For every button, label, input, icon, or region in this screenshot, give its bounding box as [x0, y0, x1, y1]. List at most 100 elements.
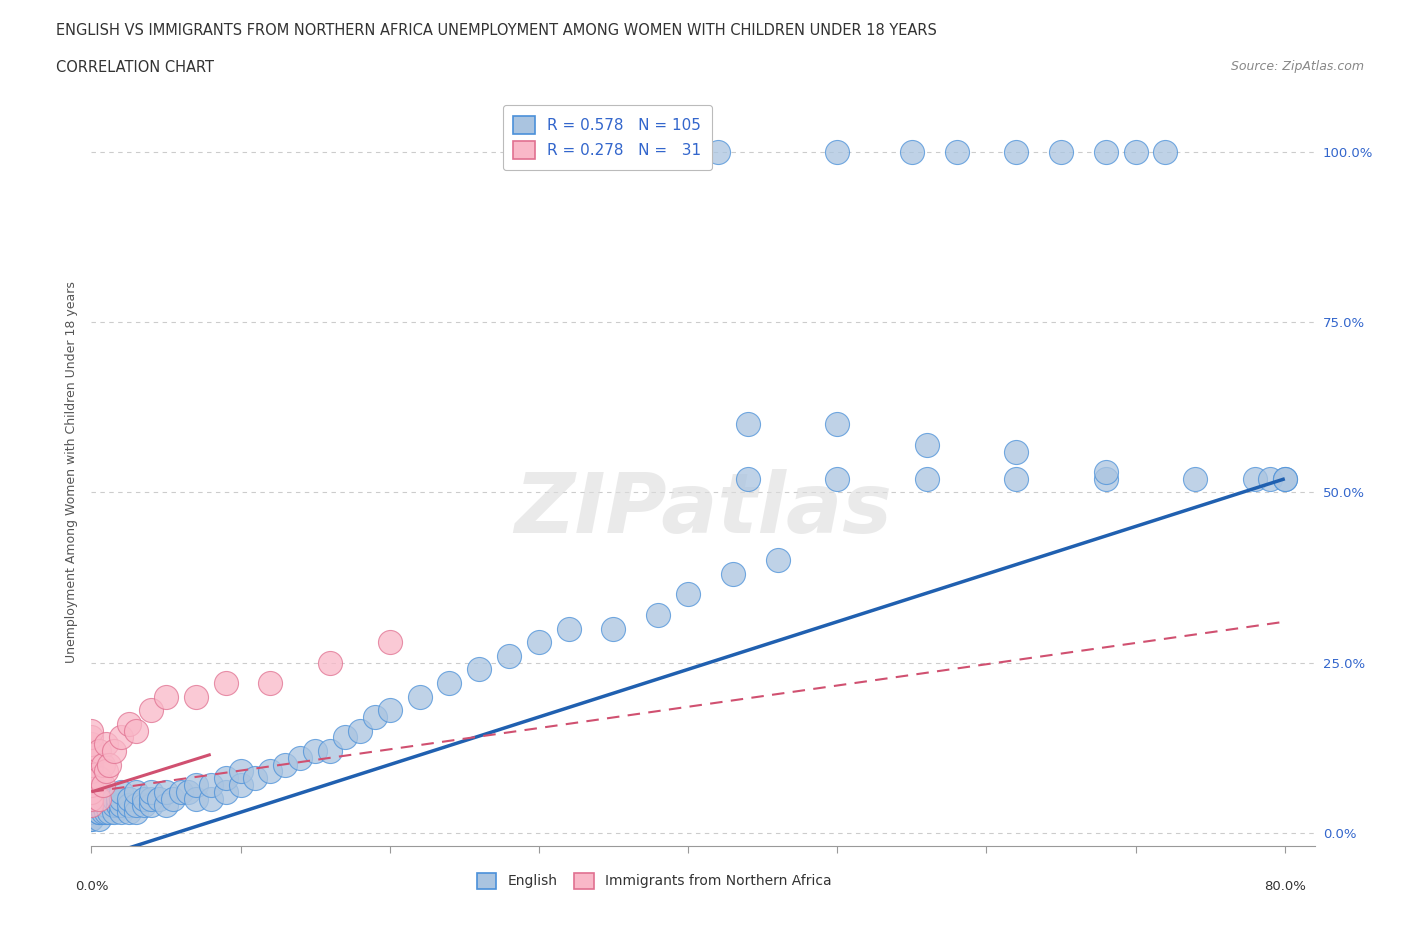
Immigrants from Northern Africa [118, 716, 141, 731]
English [139, 791, 162, 806]
Immigrants from Northern Africa [80, 730, 103, 745]
Immigrants from Northern Africa [80, 784, 103, 799]
English [721, 566, 744, 581]
English [87, 784, 110, 799]
Text: ENGLISH VS IMMIGRANTS FROM NORTHERN AFRICA UNEMPLOYMENT AMONG WOMEN WITH CHILDRE: ENGLISH VS IMMIGRANTS FROM NORTHERN AFRI… [56, 23, 938, 38]
Text: 0.0%: 0.0% [75, 880, 108, 893]
Immigrants from Northern Africa [125, 724, 148, 738]
English [125, 804, 148, 819]
English [80, 798, 103, 813]
English [155, 798, 177, 813]
English [87, 804, 110, 819]
English [96, 798, 118, 813]
English [290, 751, 312, 765]
English [707, 145, 730, 160]
Immigrants from Northern Africa [98, 757, 121, 772]
English [87, 812, 110, 827]
English [1094, 465, 1116, 480]
Immigrants from Northern Africa [80, 791, 103, 806]
English [1258, 472, 1281, 486]
English [304, 744, 326, 759]
English [139, 784, 162, 799]
English [1184, 472, 1206, 486]
Immigrants from Northern Africa [80, 764, 103, 779]
English [1274, 472, 1296, 486]
Legend: English, Immigrants from Northern Africa: English, Immigrants from Northern Africa [470, 866, 838, 896]
English [498, 648, 520, 663]
English [676, 587, 699, 602]
Immigrants from Northern Africa [96, 764, 118, 779]
English [98, 804, 121, 819]
English [170, 784, 193, 799]
Immigrants from Northern Africa [80, 744, 103, 759]
Immigrants from Northern Africa [91, 777, 114, 792]
English [1154, 145, 1177, 160]
Immigrants from Northern Africa [87, 791, 110, 806]
English [139, 798, 162, 813]
English [91, 791, 114, 806]
English [364, 710, 387, 724]
English [103, 804, 125, 819]
English [87, 798, 110, 813]
English [229, 764, 252, 779]
English [80, 798, 103, 813]
English [80, 804, 103, 819]
English [1005, 472, 1028, 486]
English [1005, 445, 1028, 459]
English [647, 607, 669, 622]
Y-axis label: Unemployment Among Women with Children Under 18 years: Unemployment Among Women with Children U… [65, 281, 77, 663]
Immigrants from Northern Africa [87, 744, 110, 759]
English [80, 791, 103, 806]
English [107, 791, 129, 806]
English [766, 553, 789, 568]
English [737, 417, 759, 432]
Text: CORRELATION CHART: CORRELATION CHART [56, 60, 214, 75]
English [378, 703, 401, 718]
English [737, 472, 759, 486]
English [214, 771, 236, 786]
English [333, 730, 356, 745]
English [214, 784, 236, 799]
Immigrants from Northern Africa [259, 675, 281, 690]
English [915, 472, 938, 486]
English [96, 804, 118, 819]
English [118, 798, 141, 813]
Immigrants from Northern Africa [110, 730, 132, 745]
English [132, 798, 155, 813]
Immigrants from Northern Africa [155, 689, 177, 704]
Immigrants from Northern Africa [184, 689, 207, 704]
English [118, 791, 141, 806]
English [184, 791, 207, 806]
English [1050, 145, 1073, 160]
English [602, 145, 624, 160]
English [319, 744, 342, 759]
English [91, 804, 114, 819]
English [1094, 472, 1116, 486]
English [80, 777, 103, 792]
Immigrants from Northern Africa [91, 757, 114, 772]
Immigrants from Northern Africa [378, 634, 401, 649]
English [110, 798, 132, 813]
Immigrants from Northern Africa [87, 771, 110, 786]
Immigrants from Northern Africa [319, 655, 342, 670]
Immigrants from Northern Africa [103, 744, 125, 759]
Text: Source: ZipAtlas.com: Source: ZipAtlas.com [1230, 60, 1364, 73]
English [915, 437, 938, 452]
English [155, 784, 177, 799]
English [110, 804, 132, 819]
English [825, 145, 848, 160]
English [110, 784, 132, 799]
English [162, 791, 184, 806]
Text: ZIPatlas: ZIPatlas [515, 469, 891, 550]
English [558, 621, 581, 636]
English [87, 804, 110, 819]
English [125, 798, 148, 813]
English [901, 145, 924, 160]
English [80, 804, 103, 819]
Immigrants from Northern Africa [80, 798, 103, 813]
Immigrants from Northern Africa [214, 675, 236, 690]
English [229, 777, 252, 792]
English [125, 784, 148, 799]
English [825, 417, 848, 432]
Immigrants from Northern Africa [80, 737, 103, 751]
